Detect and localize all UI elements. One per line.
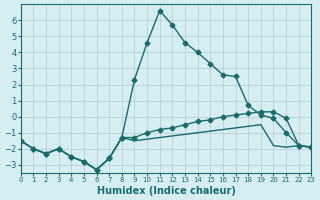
X-axis label: Humidex (Indice chaleur): Humidex (Indice chaleur) [97, 186, 236, 196]
